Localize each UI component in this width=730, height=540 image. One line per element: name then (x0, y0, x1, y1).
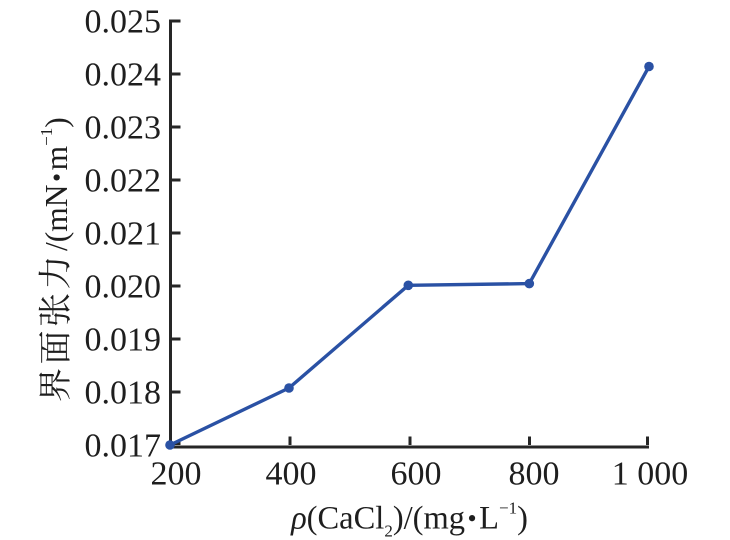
svg-text:0.024: 0.024 (85, 57, 162, 94)
svg-text:1 000: 1 000 (612, 456, 689, 493)
svg-text:0.025: 0.025 (85, 4, 162, 41)
svg-text:/(mN•m−1): /(mN•m−1) (37, 117, 74, 251)
svg-text:600: 600 (391, 456, 442, 493)
svg-text:400: 400 (266, 456, 317, 493)
svg-text:0.019: 0.019 (85, 322, 162, 359)
svg-text:ρ(CaCl2)/(mg•L−1): ρ(CaCl2)/(mg•L−1) (290, 499, 528, 540)
svg-text:0.022: 0.022 (85, 163, 162, 200)
svg-text:200: 200 (151, 456, 202, 493)
svg-text:0.021: 0.021 (85, 216, 162, 253)
svg-text:800: 800 (509, 456, 560, 493)
svg-text:0.023: 0.023 (85, 110, 162, 147)
svg-text:0.017: 0.017 (85, 428, 162, 465)
svg-text:0.020: 0.020 (85, 269, 162, 306)
svg-text:0.018: 0.018 (85, 375, 162, 412)
